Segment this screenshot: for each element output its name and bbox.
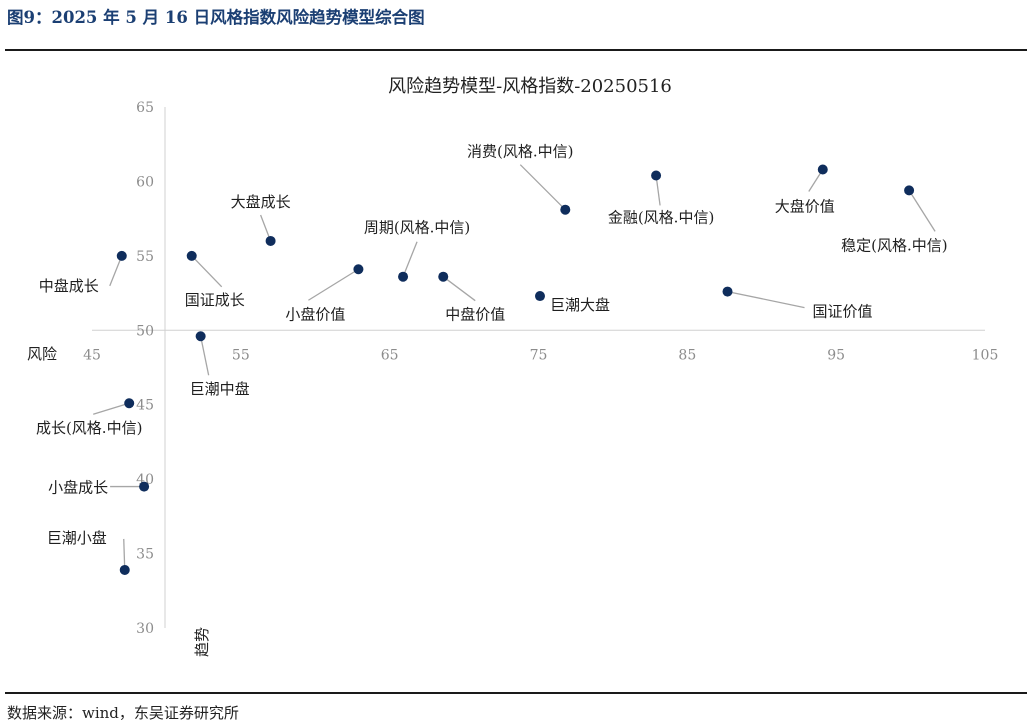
x-tick-label: 55 xyxy=(232,347,250,363)
point-label: 金融(风格.中信) xyxy=(608,208,714,226)
label-leader-lines xyxy=(93,164,936,570)
leader-line xyxy=(727,290,805,309)
point-label: 小盘价值 xyxy=(285,305,345,323)
point-label: 大盘成长 xyxy=(231,193,291,211)
point-label: 国证价值 xyxy=(813,303,873,321)
y-tick-label: 30 xyxy=(136,621,154,637)
leader-line xyxy=(402,241,418,277)
data-point xyxy=(534,291,545,302)
data-point xyxy=(904,185,915,196)
source-note: 数据来源：wind，东吴证券研究所 xyxy=(7,704,239,722)
figure-title: 图9：2025 年 5 月 16 日风格指数风险趋势模型综合图 xyxy=(7,8,425,27)
point-label: 成长(风格.中信) xyxy=(36,419,142,437)
data-point xyxy=(265,235,276,246)
leader-line xyxy=(93,402,130,415)
point-label: 中盘价值 xyxy=(445,306,505,324)
leader-line xyxy=(191,255,223,288)
top-rule xyxy=(5,49,1027,51)
y-tick-label: 60 xyxy=(136,174,154,190)
point-label: 巨潮大盘 xyxy=(550,296,610,314)
data-point xyxy=(560,204,571,215)
leader-line xyxy=(519,164,566,211)
leader-line xyxy=(200,336,210,376)
leader-line xyxy=(908,190,936,232)
data-point xyxy=(438,271,449,282)
x-tick-label: 85 xyxy=(678,347,696,363)
leader-line xyxy=(308,268,359,301)
y-tick-label: 35 xyxy=(136,547,154,563)
point-label: 大盘价值 xyxy=(775,198,835,216)
data-point xyxy=(722,286,733,297)
point-label: 周期(风格.中信) xyxy=(364,219,470,237)
data-point xyxy=(195,331,206,342)
data-point xyxy=(139,481,150,492)
data-point xyxy=(817,164,828,175)
bottom-rule xyxy=(5,692,1027,694)
point-label: 巨潮小盘 xyxy=(47,529,107,547)
y-axis-label: 趋势 xyxy=(193,627,211,657)
point-label: 稳定(风格.中信) xyxy=(841,236,947,254)
point-label: 小盘成长 xyxy=(48,479,108,497)
data-point xyxy=(186,250,197,261)
x-tick-label: 65 xyxy=(381,347,399,363)
x-tick-label: 105 xyxy=(972,347,999,363)
point-label: 消费(风格.中信) xyxy=(467,143,573,161)
y-tick-label: 50 xyxy=(136,323,154,339)
x-tick-label: 75 xyxy=(530,347,548,363)
data-point xyxy=(398,271,409,282)
data-point xyxy=(119,564,130,575)
y-tick-label: 55 xyxy=(136,249,154,265)
data-point xyxy=(116,250,127,261)
chart-title: 风险趋势模型-风格指数-20250516 xyxy=(388,76,672,97)
x-tick-label: 45 xyxy=(83,347,101,363)
point-label: 国证成长 xyxy=(185,291,245,309)
point-label: 中盘成长 xyxy=(39,277,99,295)
leader-line xyxy=(109,255,123,287)
data-point xyxy=(124,398,135,409)
data-points xyxy=(116,164,915,575)
leader-line xyxy=(123,538,126,570)
point-label: 巨潮中盘 xyxy=(190,380,250,398)
y-tick-label: 45 xyxy=(136,398,154,414)
leader-line xyxy=(442,276,476,302)
y-tick-label: 65 xyxy=(136,100,154,116)
data-point xyxy=(353,264,364,275)
data-point xyxy=(651,170,662,181)
x-tick-label: 95 xyxy=(827,347,845,363)
x-axis-label: 风险 xyxy=(27,345,57,363)
leader-line xyxy=(655,175,661,206)
